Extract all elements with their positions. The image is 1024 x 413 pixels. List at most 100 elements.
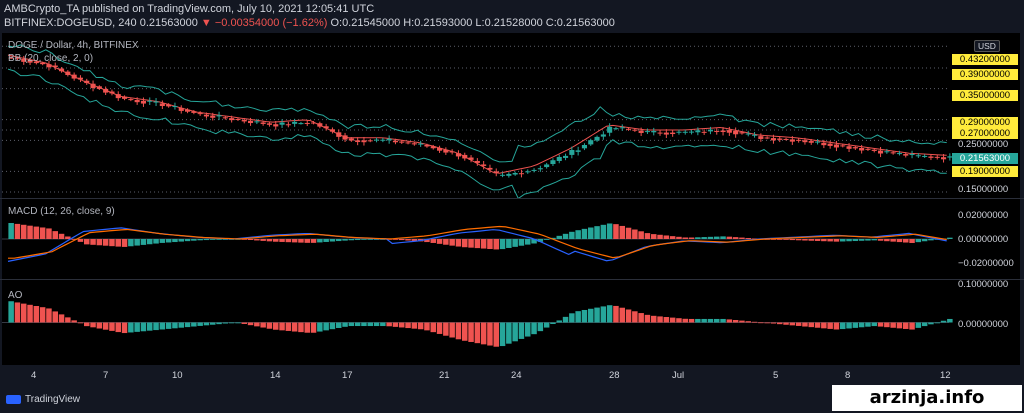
ao-bar	[128, 322, 134, 333]
price-panel[interactable]	[2, 33, 1020, 198]
candle-body	[644, 131, 650, 133]
candle-body	[411, 143, 417, 145]
ao-bar	[480, 322, 487, 345]
candle-body	[506, 173, 512, 176]
candle-body	[626, 128, 632, 130]
candle-body	[783, 138, 789, 140]
ao-chart[interactable]	[2, 280, 1020, 365]
macd-histogram-bar	[96, 239, 103, 246]
macd-histogram-bar	[632, 229, 638, 239]
tradingview-logo-icon	[6, 395, 21, 404]
candle-body	[191, 111, 197, 113]
macd-histogram-bar	[14, 223, 21, 239]
macd-histogram-bar	[814, 239, 821, 241]
candle-body	[8, 57, 14, 59]
ao-panel[interactable]	[2, 280, 1020, 365]
ao-bar	[827, 322, 833, 329]
candle-body	[254, 121, 260, 123]
macd-histogram-bar	[128, 239, 134, 247]
candle-body	[600, 134, 606, 137]
macd-histogram-bar	[588, 227, 594, 239]
ao-bar	[52, 311, 58, 323]
candle-body	[657, 132, 663, 134]
macd-histogram-bar	[789, 239, 796, 241]
macd-panel[interactable]	[2, 199, 1020, 279]
candle-body	[556, 156, 562, 161]
macd-histogram-bar	[210, 239, 216, 240]
candle-body	[178, 107, 184, 111]
symbol[interactable]: BITFINEX:DOGEUSD, 240	[4, 17, 137, 29]
ao-axis-label: 0.10000000	[958, 279, 1009, 290]
macd-histogram-bar	[424, 239, 430, 243]
macd-histogram-bar	[279, 239, 285, 242]
current-price-tag: 0.21563000	[952, 153, 1018, 164]
time-tick: 21	[439, 370, 450, 381]
candle-body	[468, 157, 474, 160]
macd-histogram-bar	[468, 239, 474, 248]
ao-bar	[487, 322, 493, 346]
ao-bar	[770, 322, 777, 324]
macd-histogram-bar	[449, 239, 455, 246]
candle-body	[140, 100, 146, 104]
ao-bar	[644, 314, 651, 323]
macd-histogram-bar	[512, 239, 518, 247]
macd-chart[interactable]	[2, 199, 1020, 279]
macd-histogram-bar	[367, 239, 373, 240]
time-tick: 24	[511, 370, 522, 381]
ao-bar	[291, 322, 298, 332]
ao-bar	[877, 322, 884, 327]
price-axis-label: 0.25000000	[958, 139, 1009, 150]
panel-divider[interactable]	[0, 198, 1024, 199]
candle-body	[147, 100, 153, 102]
candle-body	[52, 65, 58, 68]
candle-body	[46, 64, 52, 68]
header: AMBCrypto_TA published on TradingView.co…	[0, 0, 1024, 32]
candle-body	[638, 130, 644, 133]
macd-histogram-bar	[682, 237, 688, 239]
macd-histogram-bar	[436, 239, 443, 244]
candle-body	[474, 160, 480, 163]
macd-histogram-bar	[298, 239, 304, 243]
candle-body	[336, 132, 342, 137]
ao-bar	[726, 319, 733, 323]
ao-bar	[203, 322, 210, 326]
macd-histogram-bar	[846, 239, 852, 242]
ao-bar	[304, 322, 310, 333]
bb-indicator-label[interactable]: BB (20, close, 2, 0)	[8, 53, 94, 64]
candle-body	[348, 138, 354, 141]
macd-histogram-bar	[178, 239, 184, 242]
candle-body	[493, 171, 499, 174]
ao-bar	[8, 301, 14, 323]
macd-histogram-bar	[77, 239, 84, 242]
macd-histogram-bar	[506, 239, 512, 248]
ao-bar	[21, 303, 27, 323]
panel-divider[interactable]	[0, 279, 1024, 280]
macd-histogram-bar	[518, 239, 525, 246]
ao-bar	[789, 322, 796, 326]
macd-histogram-bar	[304, 239, 310, 243]
macd-histogram-bar	[373, 239, 380, 240]
price-chart[interactable]	[2, 33, 1020, 198]
macd-histogram-bar	[739, 237, 745, 239]
ao-bar	[569, 313, 575, 323]
ao-bar	[109, 322, 115, 331]
macd-panel-title[interactable]: MACD (12, 26, close, 9)	[8, 206, 115, 217]
signal-line	[8, 225, 947, 259]
ao-bar	[254, 322, 260, 327]
macd-histogram-bar	[947, 237, 953, 239]
time-tick: 4	[31, 370, 37, 381]
candle-body	[71, 74, 77, 79]
macd-histogram-bar	[575, 230, 581, 239]
ao-bar	[518, 322, 525, 339]
candle-body	[59, 68, 65, 72]
currency-label[interactable]: USD	[974, 40, 1000, 52]
ao-bar	[588, 308, 594, 323]
ao-bar	[474, 322, 481, 344]
macd-histogram-bar	[430, 239, 436, 243]
time-axis[interactable]: 4 7 10 14 17 21 24 28 Jul 5 8 12	[0, 366, 1024, 384]
macd-histogram-bar	[808, 239, 814, 241]
ao-panel-title[interactable]: AO	[8, 290, 23, 301]
tradingview-logo[interactable]: TradingView	[6, 394, 80, 405]
ao-bar	[197, 322, 203, 326]
candle-body	[909, 154, 915, 156]
